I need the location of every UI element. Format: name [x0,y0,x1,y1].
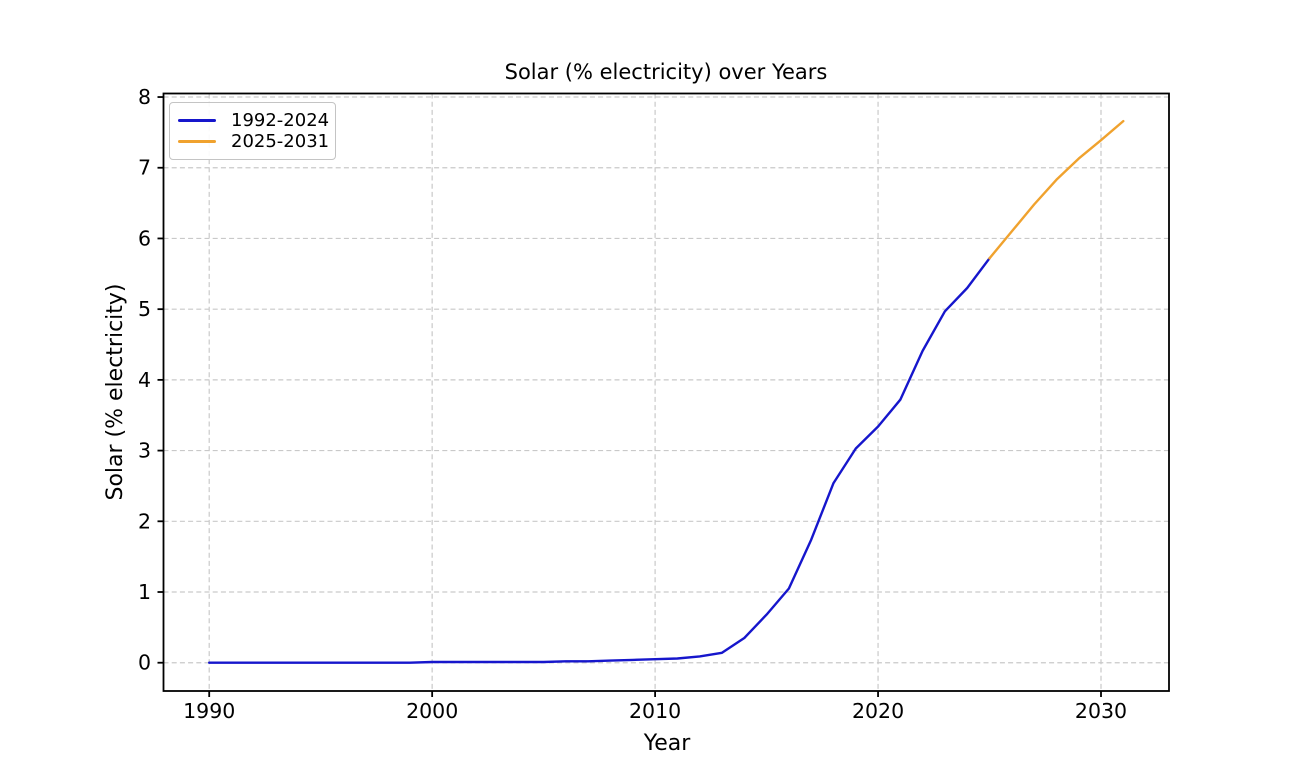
series-line-forecast [988,119,1125,260]
y-tick-label: 6 [138,226,151,250]
series-line-historical [207,257,991,664]
x-tick-label: 2000 [406,699,458,723]
legend-label-forecast: 2025-2031 [231,130,330,152]
y-tick-label: 0 [138,651,151,675]
y-axis-label: Solar (% electricity) [103,283,128,500]
y-tick-label: 4 [138,368,151,392]
y-tick-label: 1 [138,580,151,604]
x-tick-label: 2020 [852,699,904,723]
y-tick-label: 2 [138,509,151,533]
legend-entry-historical: 1992-2024 [178,109,330,131]
series-lines [207,119,1125,664]
x-tick-label: 2010 [629,699,681,723]
x-tick-label: 1990 [183,699,235,723]
legend-swatch-historical-icon [178,119,216,122]
y-tick-label: 5 [138,297,151,321]
y-tick-label: 3 [138,439,151,463]
y-tick-label: 8 [138,85,151,109]
legend-swatch-forecast-icon [178,140,216,143]
grid-lines [163,93,1169,691]
legend-label-historical: 1992-2024 [231,109,330,131]
legend-entry-forecast: 2025-2031 [178,130,330,152]
chart-title: Solar (% electricity) over Years [505,60,828,84]
y-tick-label: 7 [138,156,151,180]
axis-tick-labels: 1990 2000 2010 2020 2030 0 1 2 3 4 5 6 7 8 [138,85,1127,723]
x-axis-label: Year [643,731,692,756]
plot-border [162,92,1170,692]
axis-ticks [157,96,1102,697]
legend: 1992-2024 2025-2031 [169,102,336,160]
x-tick-label: 2030 [1075,699,1127,723]
